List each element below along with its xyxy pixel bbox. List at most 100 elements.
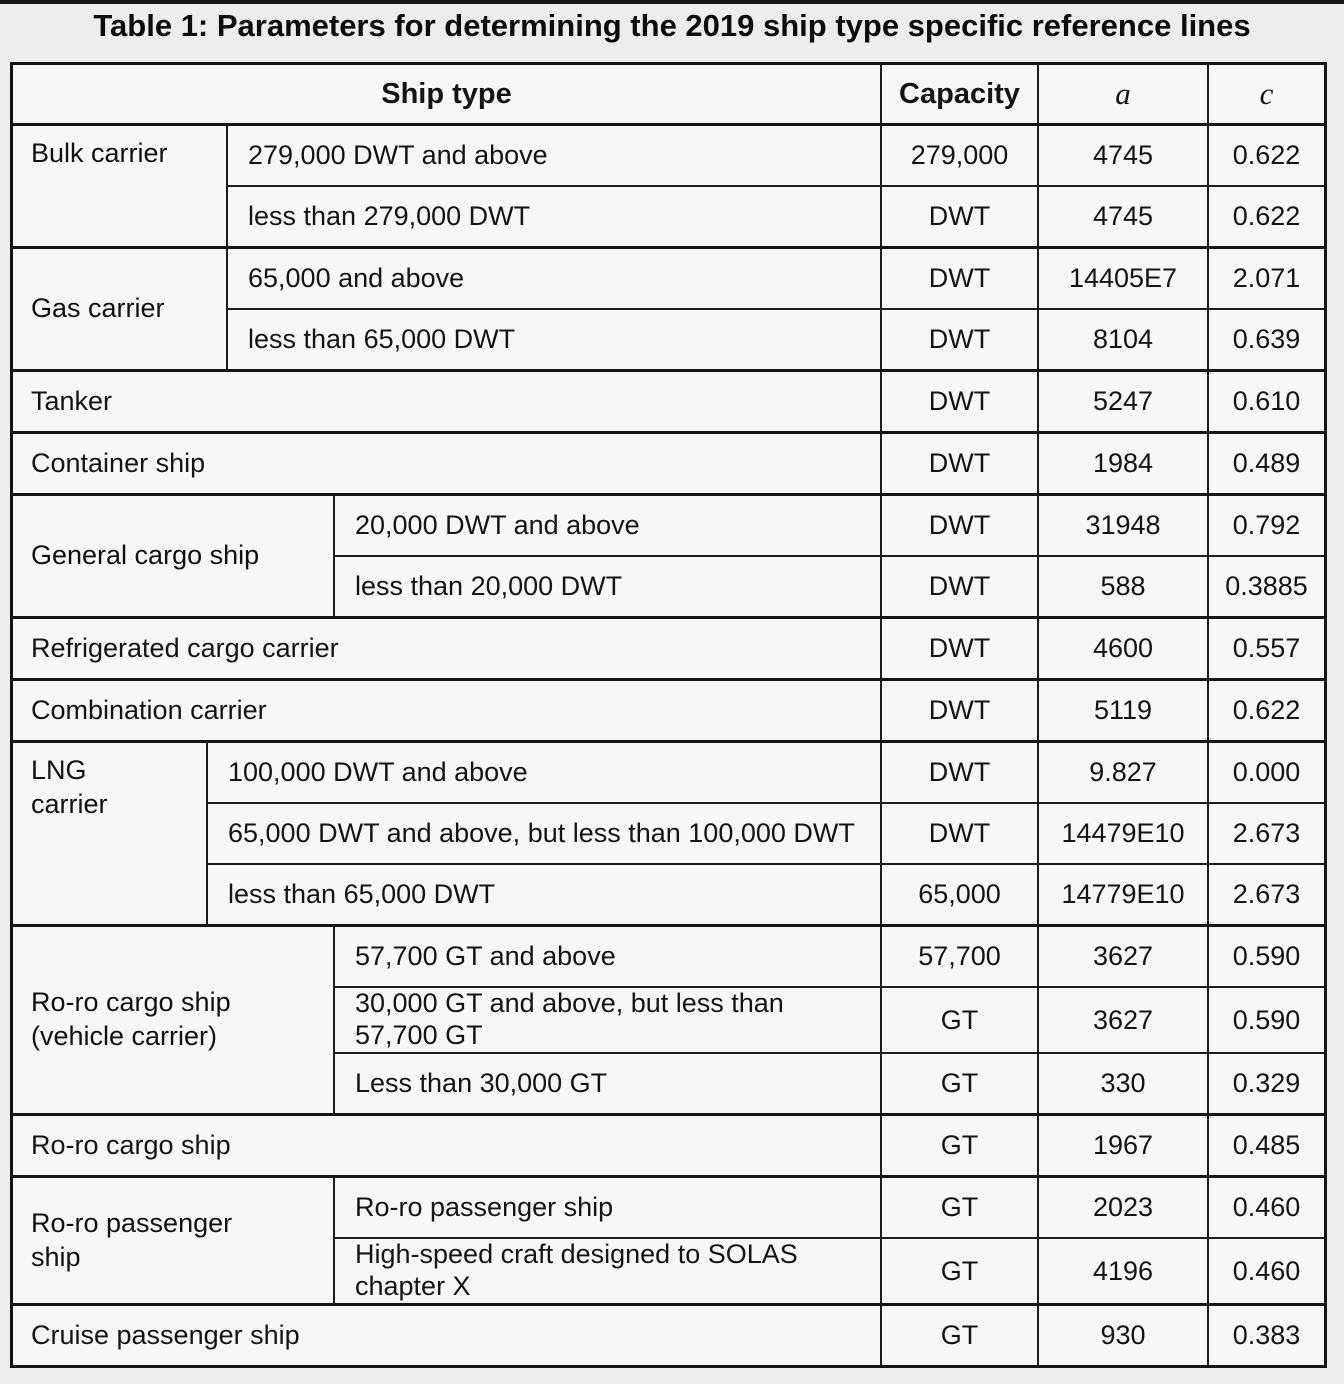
subrows: 20,000 DWT and above DWT 31948 0.792 les… [333,496,1324,616]
a-cell: 14479E10 [1037,804,1207,863]
a-cell: 1984 [1037,434,1207,493]
subrows: 57,700 GT and above 57,700 3627 0.590 30… [333,927,1324,1113]
capacity-cell: GT [880,1116,1037,1175]
subrows: 65,000 and above DWT 14405E7 2.071 less … [226,249,1324,369]
table-row: Ro-ro passenger ship GT 2023 0.460 [335,1178,1324,1237]
capacity-cell: DWT [880,557,1037,616]
group-roro-vehicle-carrier: Ro-ro cargo ship (vehicle carrier) 57,70… [13,924,1324,1113]
ship-subtype-cell: 65,000 and above [248,262,465,293]
group-refrigerated-cargo-carrier: Refrigerated cargo carrier DWT 4600 0.55… [13,616,1324,678]
capacity-cell: GT [880,1178,1037,1237]
table-row: 100,000 DWT and above DWT 9.827 0.000 [208,743,1324,802]
a-cell: 9.827 [1037,743,1207,802]
a-cell: 4745 [1037,126,1207,185]
ship-type-cell: Combination carrier [31,694,267,725]
capacity-cell: DWT [880,743,1037,802]
table-row: less than 65,000 DWT DWT 8104 0.639 [228,308,1324,369]
ship-subtype-cell: less than 20,000 DWT [355,570,623,601]
ship-type-cell: Container ship [31,447,206,478]
a-cell: 4196 [1037,1239,1207,1303]
ship-subtype-cell: less than 279,000 DWT [248,200,531,231]
c-cell: 0.557 [1207,619,1324,678]
ship-subtype-cell: 65,000 DWT and above, but less than 100,… [228,817,855,848]
a-cell: 1967 [1037,1116,1207,1175]
a-cell: 3627 [1037,988,1207,1052]
capacity-cell: DWT [880,496,1037,555]
c-cell: 0.639 [1207,310,1324,369]
a-cell: 5119 [1037,681,1207,740]
group-general-cargo-ship: General cargo ship 20,000 DWT and above … [13,493,1324,616]
ship-subtype-cell: 57,700 GT and above [355,940,616,971]
ship-type-cell: Gas carrier [31,293,165,324]
group-combination-carrier: Combination carrier DWT 5119 0.622 [13,678,1324,740]
table-row: 65,000 DWT and above, but less than 100,… [208,802,1324,863]
a-cell: 2023 [1037,1178,1207,1237]
header-a: a [1037,65,1207,123]
capacity-cell: GT [880,1054,1037,1113]
ship-type-cell: Ro-ro passenger ship [31,1207,233,1272]
ship-type-cell: General cargo ship [31,540,260,571]
ship-subtype-cell: Ro-ro passenger ship [355,1191,614,1222]
group-gas-carrier: Gas carrier 65,000 and above DWT 14405E7… [13,246,1324,369]
ship-subtype-cell: 279,000 DWT and above [248,139,548,170]
a-cell: 8104 [1037,310,1207,369]
ship-subtype-cell: 20,000 DWT and above [355,509,640,540]
c-cell: 0.610 [1207,372,1324,431]
a-cell: 930 [1037,1306,1207,1365]
ship-subtype-cell: less than 65,000 DWT [228,878,496,909]
a-cell: 330 [1037,1054,1207,1113]
capacity-cell: DWT [880,681,1037,740]
table-row: Less than 30,000 GT GT 330 0.329 [335,1052,1324,1113]
c-cell: 0.590 [1207,927,1324,986]
capacity-cell: DWT [880,310,1037,369]
ship-subtype-cell: Less than 30,000 GT [355,1067,608,1098]
capacity-cell: DWT [880,372,1037,431]
ship-subtype-cell: less than 65,000 DWT [248,323,516,354]
ship-type-cell: Refrigerated cargo carrier [31,632,339,663]
header-capacity: Capacity [880,65,1037,123]
c-cell: 0.590 [1207,988,1324,1052]
a-cell: 5247 [1037,372,1207,431]
capacity-cell: DWT [880,187,1037,246]
a-cell: 31948 [1037,496,1207,555]
header-c: c [1207,65,1324,123]
capacity-cell: DWT [880,804,1037,863]
table-row: 279,000 DWT and above 279,000 4745 0.622 [228,126,1324,185]
capacity-cell: 57,700 [880,927,1037,986]
group-cruise-passenger-ship: Cruise passenger ship GT 930 0.383 [13,1303,1324,1365]
a-cell: 4745 [1037,187,1207,246]
c-cell: 2.673 [1207,804,1324,863]
group-container-ship: Container ship DWT 1984 0.489 [13,431,1324,493]
capacity-cell: 279,000 [880,126,1037,185]
a-cell: 3627 [1037,927,1207,986]
c-cell: 0.329 [1207,1054,1324,1113]
ship-subtype-cell: High-speed craft designed to SOLAS chapt… [355,1239,798,1301]
capacity-cell: GT [880,988,1037,1052]
data-table: Ship type Capacity a c Bulk carrier 279,… [10,62,1327,1368]
table-row: High-speed craft designed to SOLAS chapt… [335,1237,1324,1303]
group-tanker: Tanker DWT 5247 0.610 [13,369,1324,431]
subrows: 279,000 DWT and above 279,000 4745 0.622… [226,126,1324,246]
capacity-cell: GT [880,1239,1037,1303]
c-cell: 0.460 [1207,1178,1324,1237]
table-row: 20,000 DWT and above DWT 31948 0.792 [335,496,1324,555]
capacity-cell: DWT [880,249,1037,308]
c-cell: 0.792 [1207,496,1324,555]
capacity-cell: 65,000 [880,865,1037,924]
c-cell: 0.489 [1207,434,1324,493]
group-roro-cargo-ship: Ro-ro cargo ship GT 1967 0.485 [13,1113,1324,1175]
table-row: 57,700 GT and above 57,700 3627 0.590 [335,927,1324,986]
a-cell: 14405E7 [1037,249,1207,308]
c-cell: 0.622 [1207,126,1324,185]
ship-type-cell: Cruise passenger ship [31,1319,300,1350]
ship-type-cell: Ro-ro cargo ship [31,1129,231,1160]
ship-type-cell: LNG carrier [31,755,108,819]
c-cell: 0.3885 [1207,557,1324,616]
ship-subtype-cell: 30,000 GT and above, but less than 57,70… [355,988,784,1050]
ship-type-cell: Tanker [31,385,113,416]
group-roro-passenger-ship: Ro-ro passenger ship Ro-ro passenger shi… [13,1175,1324,1303]
c-cell: 0.622 [1207,681,1324,740]
table-row: less than 279,000 DWT DWT 4745 0.622 [228,185,1324,246]
capacity-cell: DWT [880,434,1037,493]
c-cell: 0.460 [1207,1239,1324,1303]
